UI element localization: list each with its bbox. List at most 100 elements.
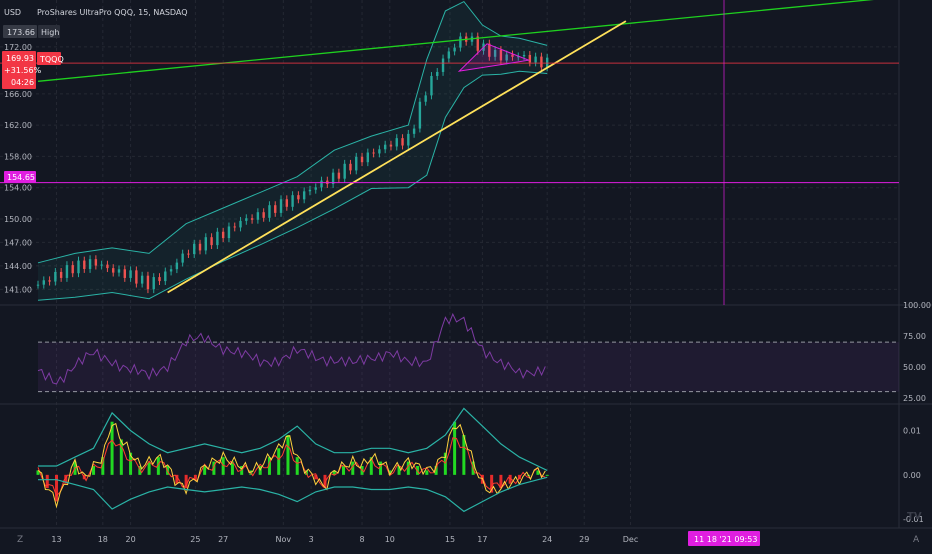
oscillator-bar — [55, 474, 59, 502]
price-axis[interactable]: 172.00 166.00 162.00 158.00 154.00 150.00 147.… — [4, 43, 32, 294]
rsi-line — [37, 312, 546, 385]
rsi-tick-label: 50.00 — [903, 363, 926, 372]
candle — [146, 275, 150, 290]
oscillator-axis[interactable]: 0.01 0.00 -0.01 — [903, 427, 924, 525]
candle — [175, 262, 179, 270]
candle — [198, 243, 202, 251]
candle — [308, 189, 312, 192]
candle — [256, 212, 260, 220]
oscillator-bar — [45, 474, 49, 489]
candle — [48, 280, 51, 282]
time-tick-label: 25 — [190, 535, 200, 544]
candle — [59, 271, 63, 278]
oscillator-bar — [453, 421, 457, 475]
candle — [152, 277, 155, 290]
candle — [129, 270, 132, 278]
candle — [140, 275, 144, 284]
oscillator-envelope-lower — [38, 476, 548, 513]
oscillator-bar — [277, 448, 281, 475]
oscillator-bar — [203, 466, 207, 475]
crosshair-time-box — [688, 531, 760, 546]
symbol-box — [37, 52, 61, 65]
oscillator-envelope-upper — [38, 407, 548, 471]
candle — [204, 237, 208, 251]
candle — [112, 268, 115, 273]
oscillator-bar — [156, 457, 160, 475]
oscillator-tick-label: 0.00 — [903, 471, 921, 480]
candle — [169, 269, 173, 272]
oscillator-bar — [175, 474, 179, 484]
candle — [227, 226, 231, 239]
tradingview-watermark: TV — [907, 511, 922, 522]
candle — [216, 231, 219, 246]
oscillator-bar — [332, 470, 336, 475]
rsi-axis[interactable]: 100.00 75.00 50.00 25.00 — [903, 301, 931, 403]
candle — [360, 156, 364, 163]
candle — [279, 199, 283, 213]
candle — [540, 56, 543, 68]
candle — [42, 280, 45, 285]
price-tick-label: 147.00 — [4, 238, 32, 247]
candle — [395, 138, 398, 147]
candle — [245, 218, 248, 221]
candle — [383, 144, 387, 150]
candle — [164, 271, 167, 282]
time-axis[interactable]: 13 18 20 25 27 Nov 3 8 10 15 17 24 29 Dec — [51, 535, 638, 544]
time-tick-label: 18 — [98, 535, 108, 544]
oscillator-bar — [490, 474, 494, 493]
high-label-box — [38, 25, 60, 38]
candle — [250, 218, 254, 220]
oscillator-bar — [323, 474, 327, 489]
candle — [441, 58, 445, 72]
rsi-pane[interactable] — [37, 312, 546, 385]
price-tick-label: 144.00 — [4, 262, 32, 271]
grid-lines — [0, 0, 899, 528]
crosshair-price: 154.65 — [7, 173, 35, 182]
oscillator-bar — [295, 457, 299, 475]
goto-date-button[interactable]: Z — [17, 535, 23, 545]
bollinger-lower — [37, 70, 548, 301]
candle — [372, 152, 375, 154]
candle — [262, 212, 265, 218]
high-label: High — [41, 28, 59, 37]
high-value: 173.66 — [7, 28, 35, 37]
oscillator-bar — [388, 470, 392, 475]
candle — [285, 199, 289, 207]
candle — [436, 71, 439, 76]
candle — [453, 47, 456, 52]
auto-scale-button[interactable]: A — [913, 535, 920, 545]
time-tick-label: 8 — [359, 535, 364, 544]
oscillator-bar — [508, 474, 512, 484]
oscillator-bar — [434, 466, 438, 475]
crosshair-price-box — [4, 171, 36, 183]
candle — [54, 271, 57, 282]
candle — [297, 195, 300, 200]
oscillator-bar — [138, 466, 142, 475]
chart-title[interactable]: ProShares UltraPro QQQ, 15, NASDAQ — [37, 8, 188, 17]
rsi-tick-label: 25.00 — [903, 394, 926, 403]
oscillator-bar — [101, 457, 105, 475]
candle — [528, 54, 532, 63]
candle — [488, 43, 491, 57]
price-pane[interactable] — [0, 0, 899, 301]
candle — [447, 51, 451, 59]
oscillator-bar — [499, 474, 503, 489]
oscillator-bar — [369, 457, 373, 475]
time-tick-label: 15 — [445, 535, 455, 544]
oscillator-bar — [193, 474, 197, 480]
time-tick-label: Dec — [623, 535, 638, 544]
time-tick-label: 24 — [542, 535, 552, 544]
oscillator-bar — [92, 466, 96, 475]
currency-label: USD — [4, 8, 21, 17]
oscillator-pane[interactable] — [36, 407, 549, 513]
oscillator-bar — [342, 466, 346, 475]
candle — [221, 231, 225, 239]
candle — [522, 54, 526, 57]
price-tick-label: 141.00 — [4, 285, 32, 294]
candle — [123, 269, 126, 278]
oscillator-bar — [129, 452, 133, 475]
candle — [233, 226, 236, 228]
change-percent: +31.56% — [4, 66, 42, 75]
